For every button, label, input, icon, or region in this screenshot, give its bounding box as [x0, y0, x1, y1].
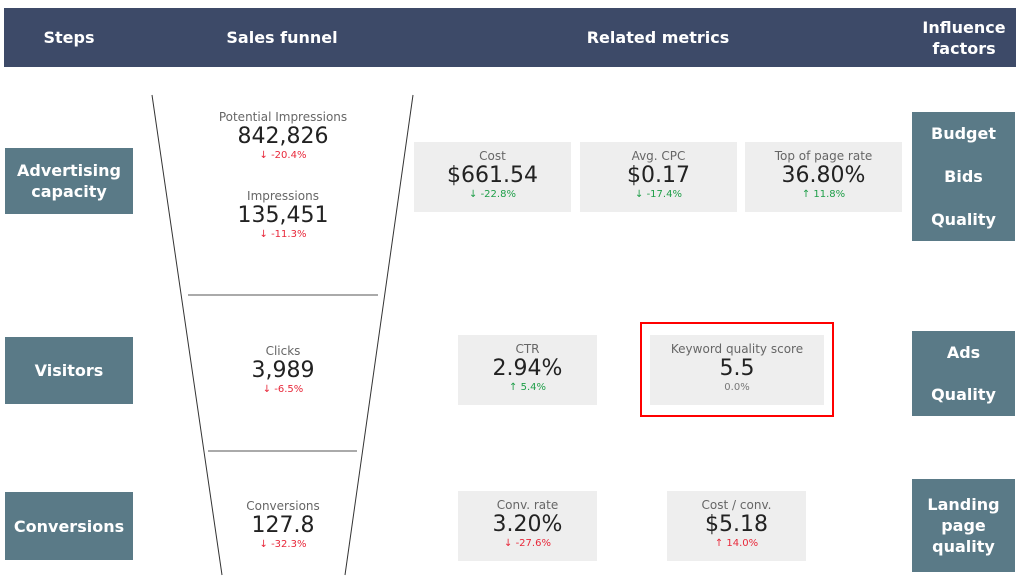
factor-ads: Ads: [946, 342, 981, 362]
metric-card: Cost / conv. $5.18 ↑ 14.0%: [667, 491, 806, 561]
metric-label: Top of page rate: [774, 149, 873, 163]
factor-quality: Quality: [931, 385, 996, 405]
metric-change-value: 14.0%: [726, 538, 759, 549]
metric-card: Avg. CPC $0.17 ↓ -17.4%: [580, 142, 737, 212]
header-influence-factors: Influence factors: [922, 17, 1006, 58]
metric-change: ↓ -32.3%: [183, 539, 383, 550]
metric-change: 0.0%: [650, 382, 824, 393]
metric-value: $0.17: [627, 163, 690, 188]
metric-value: 5.5: [719, 356, 755, 381]
step-advertising-capacity: Advertising capacity: [5, 148, 133, 214]
metric-change-value: -20.4%: [271, 150, 307, 161]
metric-label: CTR: [515, 342, 540, 356]
factors-visitors: Ads Quality: [912, 331, 1015, 416]
arrow-down-icon: ↓: [259, 150, 272, 161]
metric-change: ↓ -27.6%: [458, 538, 597, 549]
metric-value: 2.94%: [492, 356, 563, 381]
metric-change-value: -11.3%: [271, 229, 307, 240]
metric-label: Impressions: [247, 189, 319, 203]
metric-change-value: 5.4%: [520, 382, 546, 393]
metric-change-value: -22.8%: [480, 189, 516, 200]
metric-value: 135,451: [237, 203, 329, 228]
metric-change-value: -17.4%: [646, 189, 682, 200]
metric-label: Potential Impressions: [218, 110, 348, 124]
metric-label: Clicks: [265, 344, 301, 358]
factors-advertising: Budget Bids Quality: [912, 112, 1015, 241]
factors-conversions: Landing page quality: [912, 479, 1015, 572]
metric-change: ↓ -11.3%: [183, 229, 383, 240]
metric-label: Cost: [479, 149, 506, 163]
metric-change: ↓ -17.4%: [580, 189, 737, 200]
factor-quality: Quality: [931, 210, 996, 229]
header-steps: Steps: [43, 28, 95, 47]
factor-budget: Budget: [931, 124, 996, 143]
arrow-down-icon: ↓: [504, 538, 516, 549]
metric-change-value: -32.3%: [271, 539, 307, 550]
factor-landing-page-quality: Landing page quality: [927, 495, 1000, 556]
metric-label: Cost / conv.: [701, 498, 772, 512]
metric-card: Conv. rate 3.20% ↓ -27.6%: [458, 491, 597, 561]
funnel-stage: Potential Impressions 842,826 ↓ -20.4%: [183, 110, 383, 161]
arrow-down-icon: ↓: [469, 189, 481, 200]
metric-change: ↑ 14.0%: [667, 538, 806, 549]
header-sales-funnel: Sales funnel: [226, 28, 338, 47]
metric-card: Top of page rate 36.80% ↑ 11.8%: [745, 142, 902, 212]
metric-value: 36.80%: [781, 163, 866, 188]
metric-change-value: 11.8%: [813, 189, 846, 200]
arrow-down-icon: ↓: [259, 539, 272, 550]
metric-card: Cost $661.54 ↓ -22.8%: [414, 142, 571, 212]
arrow-up-icon: ↑: [714, 538, 727, 549]
arrow-up-icon: ↑: [801, 189, 814, 200]
metric-value: $5.18: [705, 512, 768, 537]
arrow-down-icon: ↓: [635, 189, 647, 200]
metric-label: Conv. rate: [496, 498, 559, 512]
metric-value: 842,826: [237, 124, 329, 149]
metric-change-value: 0.0%: [724, 382, 750, 393]
metric-change: ↓ -20.4%: [183, 150, 383, 161]
arrow-down-icon: ↓: [262, 384, 275, 395]
metric-label: Avg. CPC: [631, 149, 686, 163]
funnel-stage: Conversions 127.8 ↓ -32.3%: [183, 499, 383, 550]
metric-label: Keyword quality score: [670, 342, 804, 356]
metric-change: ↓ -6.5%: [183, 384, 383, 395]
arrow-up-icon: ↑: [509, 382, 521, 393]
funnel-left-edge: [151, 94, 223, 576]
factor-bids: Bids: [944, 167, 983, 186]
header-bar: Steps Sales funnel Related metrics Influ…: [4, 8, 1016, 67]
step-visitors: Visitors: [5, 337, 133, 404]
metric-change: ↓ -22.8%: [414, 189, 571, 200]
funnel-right-edge: [344, 94, 414, 576]
metric-change-value: -6.5%: [274, 384, 304, 395]
funnel-stage: Clicks 3,989 ↓ -6.5%: [183, 344, 383, 395]
funnel-stage: Impressions 135,451 ↓ -11.3%: [183, 189, 383, 240]
metric-card: CTR 2.94% ↑ 5.4%: [458, 335, 597, 405]
highlight-box: [640, 322, 834, 417]
metric-change: ↑ 11.8%: [745, 189, 902, 200]
metric-value: $661.54: [447, 163, 538, 188]
metric-value: 3.20%: [492, 512, 563, 537]
metric-value: 3,989: [251, 358, 315, 383]
metric-value: 127.8: [251, 513, 315, 538]
header-related-metrics: Related metrics: [586, 28, 730, 47]
metric-label: Conversions: [246, 499, 320, 513]
metric-change-value: -27.6%: [515, 538, 551, 549]
step-conversions: Conversions: [5, 492, 133, 560]
metric-change: ↑ 5.4%: [458, 382, 597, 393]
metric-card: Keyword quality score 5.5 0.0%: [650, 335, 824, 405]
arrow-down-icon: ↓: [259, 229, 272, 240]
